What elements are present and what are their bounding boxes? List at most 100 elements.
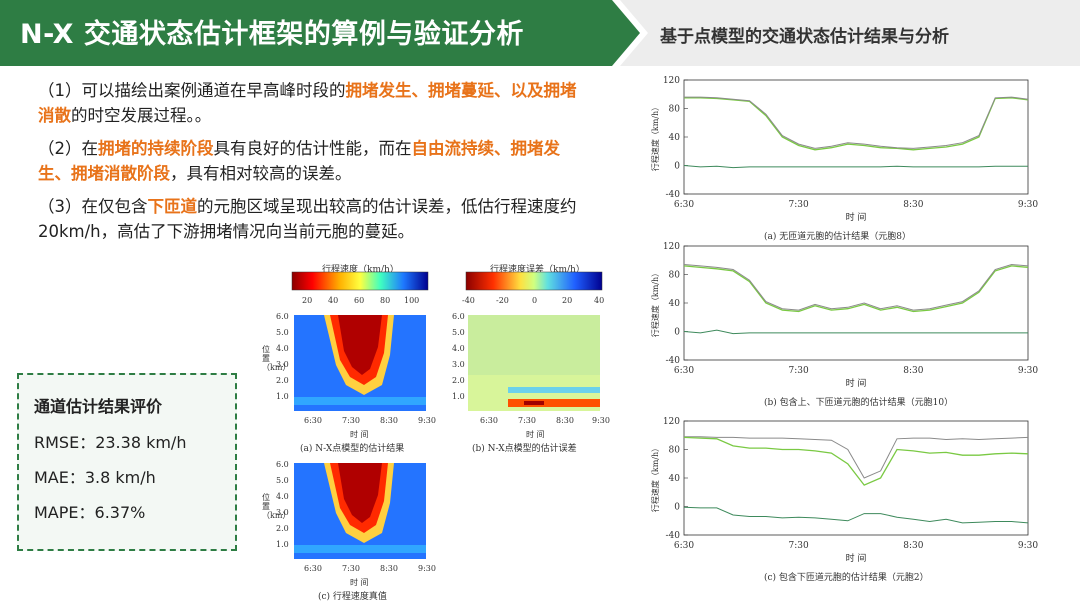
- x-axis-label: 时 间: [526, 430, 545, 439]
- y-tick: 2.0: [452, 376, 465, 385]
- colorbar-tick: -20: [496, 296, 509, 305]
- y-tick: 6.0: [452, 312, 465, 321]
- findings-text: （1）可以描绘出案例通道在早高峰时段的拥堵发生、拥堵蔓延、以及拥堵消散的时空发展…: [38, 78, 578, 252]
- colorbar-tick: 60: [354, 296, 365, 305]
- colorbar-tick: 20: [302, 296, 313, 305]
- y-tick: 5.0: [452, 328, 465, 337]
- x-tick-label: 9:30: [1018, 366, 1038, 376]
- y-axis-label: 位置（km）: [262, 345, 291, 372]
- y-tick: 4.0: [276, 344, 289, 353]
- y-tick-label: 80: [669, 446, 681, 456]
- heatmap-caption-b: (b) N-X点模型的估计误差: [472, 444, 577, 454]
- x-tick: 7:30: [342, 564, 360, 573]
- line-chart-3: 120 80 40 0 -406:30 7:30 8:30 9:30 时 间 行程速度（km/h）: [650, 417, 1038, 564]
- y-tick-label: 120: [663, 242, 680, 252]
- y-tick: 5.0: [276, 328, 289, 337]
- heatmap-caption-a: (a) N-X点模型的估计结果: [300, 444, 405, 454]
- x-tick: 8:30: [556, 416, 574, 425]
- y-tick: 2.0: [276, 524, 289, 533]
- y-tick: 1.0: [276, 392, 289, 401]
- colorbar-tick: 80: [380, 296, 391, 305]
- line-chart-1: 120 80 40 0 -406:30 7:30 8:30 9:30 时 间 行程速度（km/h）: [650, 76, 1038, 223]
- error-colorbar-label: 行程速度误差（km/h）: [490, 265, 585, 275]
- series-line-estimate: [684, 97, 1029, 151]
- x-tick-label: 7:30: [789, 200, 809, 210]
- highlight-text: 自由流持续、拥堵发生、拥堵消散阶段: [38, 139, 560, 183]
- heatmap-estimate: [294, 315, 426, 411]
- finding-1: （1）可以描绘出案例通道在早高峰时段的拥堵发生、拥堵蔓延、以及拥堵消散的时空发展…: [38, 81, 577, 125]
- colorbar-tick: 100: [404, 296, 420, 305]
- y-tick: 1.0: [452, 392, 465, 401]
- x-tick: 6:30: [304, 416, 322, 425]
- x-tick-label: 8:30: [903, 200, 923, 210]
- y-tick: 4.0: [276, 492, 289, 501]
- y-tick: 3.0: [452, 360, 465, 369]
- y-tick-label: 40: [669, 299, 681, 309]
- line-chart-2: 120 80 40 0 -406:30 7:30 8:30 9:30 时 间 行程速度（km/h）: [650, 242, 1038, 389]
- highlight-text: 拥堵的持续阶段: [98, 139, 214, 158]
- x-tick: 7:30: [342, 416, 360, 425]
- series-line-truth: [683, 263, 1029, 311]
- series-line-truth: [684, 96, 1029, 149]
- colorbar-tick: -40: [462, 296, 475, 305]
- y-tick-label: 80: [669, 271, 681, 281]
- y-tick: 6.0: [276, 460, 289, 469]
- finding-3: （3）在仅包含下匝道的元胞区域呈现出较高的估计误差，低估行程速度约20km/h，…: [38, 197, 577, 241]
- y-tick: 4.0: [452, 344, 465, 353]
- line-chart-caption: (a) 无匝道元胞的估计结果（元胞8）: [764, 232, 911, 242]
- speed-colorbar: [291, 271, 429, 291]
- x-tick: 8:30: [380, 416, 398, 425]
- x-tick: 9:30: [592, 416, 610, 425]
- heatmap-caption-c: (c) 行程速度真值: [318, 592, 387, 602]
- x-tick-label: 8:30: [903, 366, 923, 376]
- y-tick: 1.0: [276, 540, 289, 549]
- line-chart-caption: (b) 包含上、下匝道元胞的估计结果（元胞10）: [764, 398, 954, 408]
- y-tick-label: 0: [674, 503, 680, 513]
- x-tick-label: 8:30: [903, 541, 923, 551]
- title-banner: N-X 交通状态估计框架的算例与验证分析: [0, 0, 640, 66]
- colorbar-tick: 0: [532, 296, 538, 305]
- rmse-value: RMSE：23.38 km/h: [34, 433, 187, 452]
- y-tick-label: -40: [666, 531, 681, 541]
- colorbar-tick: 20: [562, 296, 573, 305]
- colorbar-tick: 40: [594, 296, 605, 305]
- x-tick-label: 6:30: [674, 200, 694, 210]
- highlight-text: 拥堵发生、拥堵蔓延、以及拥堵消散: [38, 81, 577, 125]
- x-tick-label: 7:30: [789, 541, 809, 551]
- x-tick: 7:30: [518, 416, 536, 425]
- y-tick: 3.0: [276, 508, 289, 517]
- y-tick: 3.0: [276, 360, 289, 369]
- series-line-truth: [684, 436, 1029, 479]
- y-tick-label: 40: [669, 474, 681, 484]
- x-tick: 8:30: [380, 564, 398, 573]
- series-line-estimate: [683, 265, 1029, 313]
- series-line-error: [683, 329, 1028, 335]
- error-colorbar: [465, 271, 603, 291]
- evaluation-title: 通道估计结果评价: [34, 397, 163, 416]
- x-tick-label: 9:30: [1018, 541, 1038, 551]
- y-axis-label: 行程速度（km/h）: [650, 103, 660, 171]
- x-axis-label: 时 间: [846, 377, 867, 389]
- x-tick: 6:30: [480, 416, 498, 425]
- plot-frame: [683, 245, 1029, 361]
- subtitle-banner: 基于点模型的交通状态估计结果与分析: [620, 0, 1080, 66]
- y-tick: 6.0: [276, 312, 289, 321]
- series-line-error: [683, 506, 1029, 524]
- x-tick-label: 9:30: [1018, 200, 1038, 210]
- page-title: N-X 交通状态估计框架的算例与验证分析: [20, 19, 524, 50]
- mae-value: MAE：3.8 km/h: [34, 468, 156, 487]
- y-tick-label: 120: [663, 76, 680, 86]
- heatmap-truth: [294, 463, 426, 559]
- heatmap-error: [468, 315, 600, 411]
- mape-value: MAPE：6.37%: [34, 503, 146, 522]
- y-tick-label: -40: [666, 190, 681, 200]
- series-line-error: [683, 165, 1028, 169]
- speed-colorbar-label: 行程速度（km/h）: [322, 265, 399, 275]
- x-tick: 9:30: [418, 416, 436, 425]
- x-axis-label: 时 间: [350, 430, 369, 439]
- y-tick-label: 40: [669, 133, 681, 143]
- y-tick-label: 0: [674, 162, 680, 172]
- y-tick-label: -40: [666, 356, 681, 366]
- y-axis-label: 行程速度（km/h）: [650, 269, 660, 337]
- x-axis-label: 时 间: [846, 211, 867, 223]
